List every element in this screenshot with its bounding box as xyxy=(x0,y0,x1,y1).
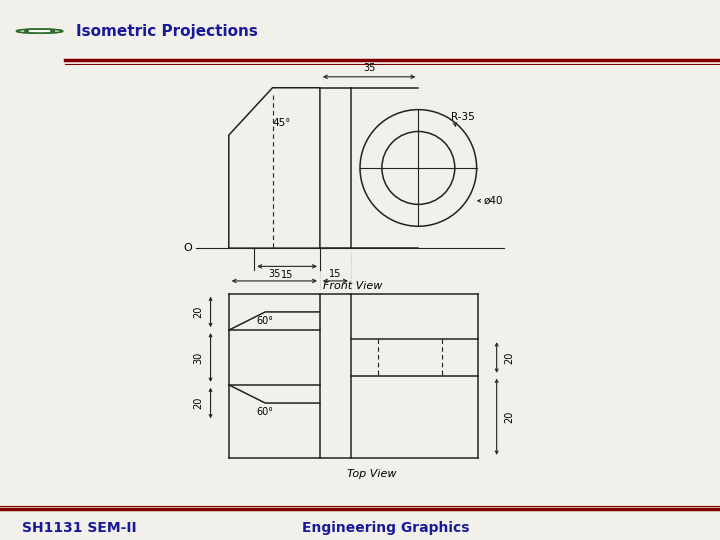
Text: 15: 15 xyxy=(281,270,293,280)
Text: 15: 15 xyxy=(329,269,341,279)
Text: O: O xyxy=(184,243,192,253)
Circle shape xyxy=(20,29,59,33)
Text: 20: 20 xyxy=(504,352,514,363)
Circle shape xyxy=(24,30,55,32)
Text: 30: 30 xyxy=(193,352,203,363)
Text: 35: 35 xyxy=(363,63,375,73)
Text: Front View: Front View xyxy=(323,281,382,291)
Text: Top View: Top View xyxy=(347,469,397,478)
Text: R-35: R-35 xyxy=(451,112,475,122)
Text: 60°: 60° xyxy=(256,407,273,417)
Text: ø40: ø40 xyxy=(484,195,503,206)
Circle shape xyxy=(30,30,50,32)
Text: SH1131 SEM-II: SH1131 SEM-II xyxy=(22,521,136,535)
Text: 35: 35 xyxy=(268,269,281,279)
Text: 60°: 60° xyxy=(256,315,273,326)
Text: Engineering Graphics: Engineering Graphics xyxy=(302,521,470,535)
Circle shape xyxy=(17,29,63,33)
Text: 45°: 45° xyxy=(272,118,291,128)
Text: 20: 20 xyxy=(193,397,203,409)
Text: 20: 20 xyxy=(504,410,514,423)
Text: 20: 20 xyxy=(193,306,203,318)
Text: Isometric Projections: Isometric Projections xyxy=(76,24,258,38)
